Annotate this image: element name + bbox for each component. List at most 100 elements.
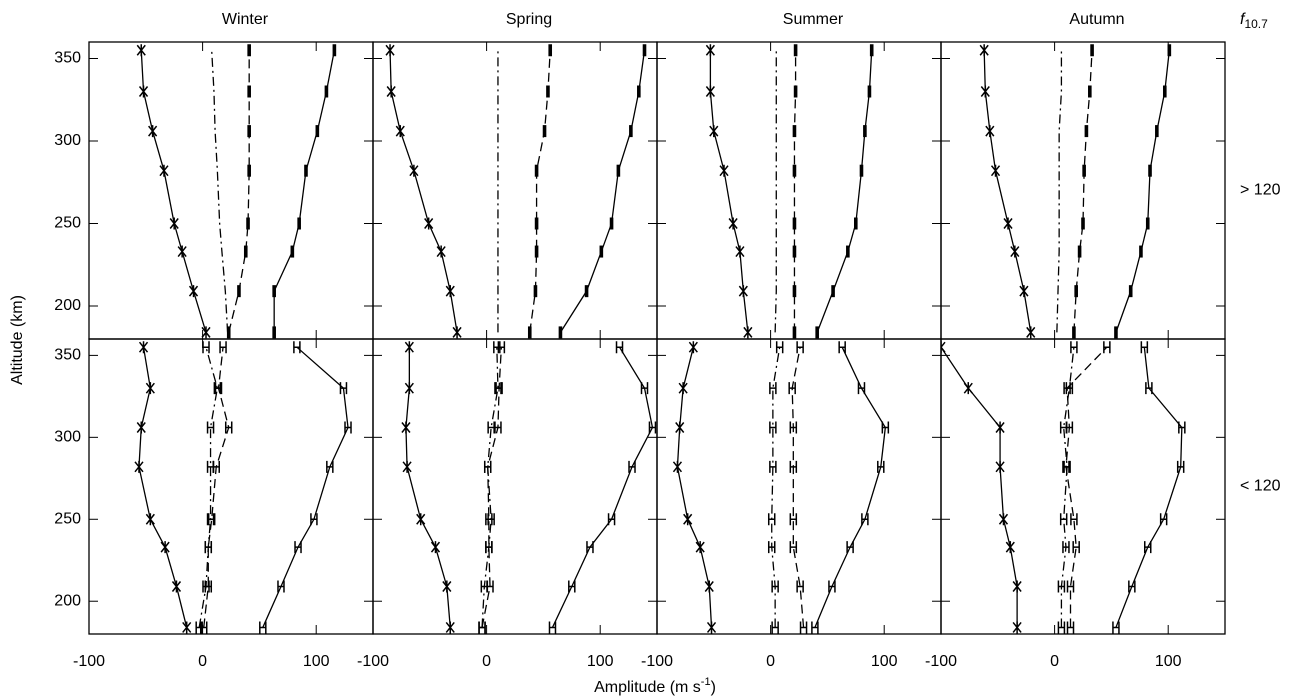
marker-errorbar <box>1063 460 1071 473</box>
y-tick-label: 200 <box>54 297 81 314</box>
plot-area <box>941 341 1186 634</box>
marker-asterisk <box>980 85 990 98</box>
marker-errorbar <box>206 513 215 526</box>
x-axis-label: Amplitude (m s-1) <box>594 676 716 696</box>
marker-errorbar <box>1145 382 1153 395</box>
series-line <box>709 50 749 333</box>
series-line <box>203 347 230 628</box>
marker-asterisk <box>985 125 995 138</box>
series-line <box>211 50 229 333</box>
marker-bar <box>533 285 538 298</box>
marker-errorbar <box>1140 341 1149 354</box>
series-line <box>1073 50 1093 333</box>
marker-errorbar <box>771 621 779 634</box>
marker-bar <box>534 164 539 177</box>
marker-asterisk <box>430 541 441 554</box>
series-line <box>814 346 887 628</box>
marker-bar <box>859 164 864 177</box>
marker-asterisk <box>404 341 414 354</box>
y-tick-label: 200 <box>54 592 81 609</box>
marker-errorbar <box>789 513 798 526</box>
marker-asterisk <box>998 513 1009 526</box>
marker-bar <box>792 245 797 258</box>
marker-asterisk <box>743 326 753 339</box>
marker-bar <box>1090 44 1094 57</box>
series-line <box>481 347 503 628</box>
marker-asterisk <box>941 341 946 354</box>
marker-errorbar <box>789 421 798 434</box>
marker-errorbar <box>344 421 352 434</box>
marker-errorbar <box>861 513 869 526</box>
marker-asterisk <box>160 541 170 554</box>
marker-asterisk <box>704 580 714 593</box>
legend-title: f10.7 <box>1240 11 1268 31</box>
series-line <box>273 50 336 333</box>
plot-area <box>134 341 352 634</box>
marker-bar <box>272 285 276 298</box>
series-line <box>551 346 654 628</box>
marker-bar <box>272 326 276 339</box>
series-line <box>774 50 777 333</box>
marker-bar <box>1167 44 1172 57</box>
marker-asterisk <box>188 285 199 298</box>
plot-area <box>979 44 1172 339</box>
marker-bar <box>1128 285 1133 298</box>
marker-errorbar <box>775 341 784 354</box>
marker-bar <box>243 245 248 258</box>
series-line <box>198 347 219 628</box>
marker-errorbar <box>767 541 776 554</box>
series-line <box>676 347 713 628</box>
legend-title-sub: 10.7 <box>1244 17 1268 31</box>
marker-errorbar <box>1057 580 1066 593</box>
series-line <box>405 347 451 628</box>
marker-asterisk <box>138 341 149 354</box>
marker-errorbar <box>483 460 492 473</box>
marker-errorbar <box>828 580 836 593</box>
marker-asterisk <box>401 421 411 434</box>
panel: Summer <box>656 11 942 340</box>
marker-asterisk <box>678 382 688 395</box>
marker-errorbar <box>846 541 854 554</box>
marker-errorbar <box>202 580 210 593</box>
marker-bar <box>246 217 250 230</box>
marker-asterisk <box>452 326 462 339</box>
x-tick-label: -100 <box>73 653 105 670</box>
x-tick-label: 100 <box>1155 653 1182 670</box>
panel: 200 250 300 350 -100 0 100 <box>54 338 374 670</box>
marker-bar <box>1072 326 1076 339</box>
marker-asterisk <box>136 421 146 434</box>
panel-frame <box>372 41 658 340</box>
marker-errorbar <box>259 621 267 634</box>
marker-asterisk <box>442 580 452 593</box>
marker-errorbar <box>213 382 222 395</box>
series-line <box>262 346 349 628</box>
series-line <box>1115 347 1183 628</box>
marker-errorbar <box>877 460 885 473</box>
marker-errorbar <box>277 580 285 593</box>
marker-asterisk <box>705 44 715 57</box>
panel-frame <box>656 41 942 340</box>
marker-errorbar <box>640 382 649 395</box>
marker-errorbar <box>1057 621 1066 634</box>
marker-errorbar <box>1159 513 1168 526</box>
series-line <box>941 346 1018 628</box>
marker-bar <box>869 44 874 57</box>
marker-bar <box>792 164 797 177</box>
marker-bar <box>332 44 337 57</box>
marker-bar <box>629 125 633 138</box>
panel-frame <box>88 41 374 340</box>
marker-asterisk <box>1010 245 1020 258</box>
marker-asterisk <box>386 85 396 98</box>
marker-asterisk <box>134 460 144 473</box>
marker-errorbar <box>811 621 819 634</box>
marker-bar <box>792 217 797 230</box>
marker-asterisk <box>672 460 683 473</box>
series-line <box>1115 50 1170 333</box>
marker-errorbar <box>1059 513 1068 526</box>
panel: -100 0 100 <box>641 338 942 670</box>
marker-errorbar <box>789 460 798 473</box>
marker-bar <box>542 125 547 138</box>
marker-errorbar <box>294 541 302 554</box>
marker-errorbar <box>219 341 227 354</box>
